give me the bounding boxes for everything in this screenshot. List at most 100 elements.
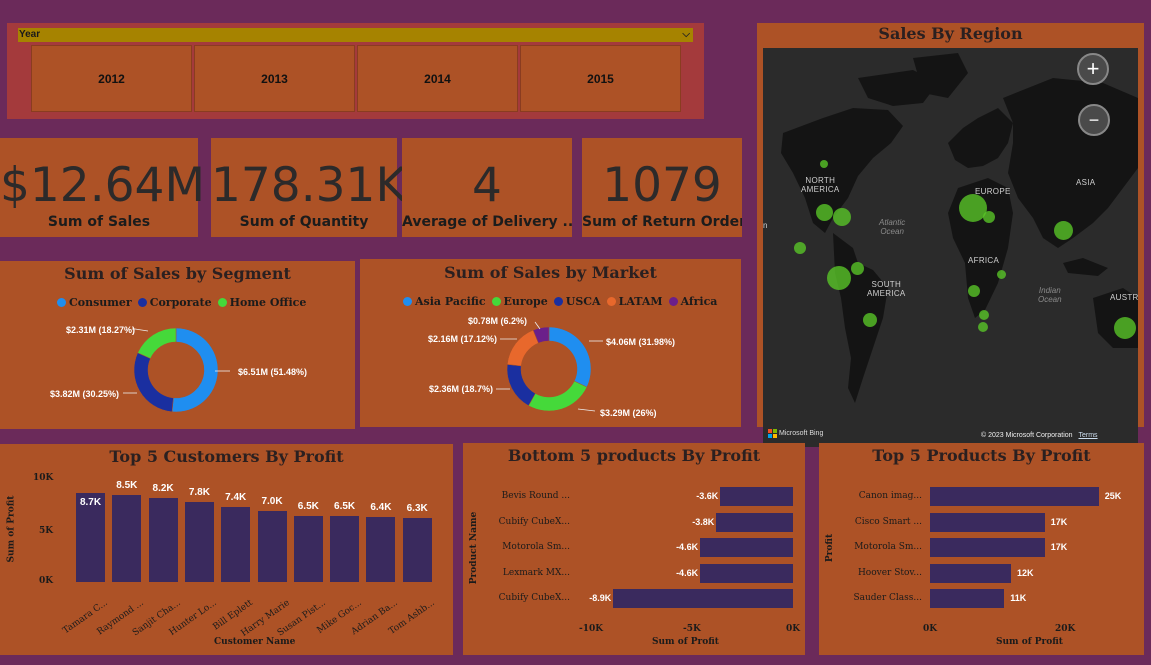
year-button-2013[interactable]: 2013	[194, 45, 355, 112]
market-slice[interactable]	[506, 364, 536, 407]
legend-item-latam[interactable]: LATAM	[606, 295, 663, 308]
segment-chart-title: Sum of Sales by Segment	[64, 264, 291, 283]
map-bubble[interactable]	[997, 270, 1006, 279]
year-slicer-header[interactable]: Year ⌵	[18, 28, 693, 42]
map-bubble[interactable]	[978, 322, 988, 332]
legend-dot	[606, 297, 616, 306]
customer-bar-label: 8.7K	[79, 497, 102, 509]
product-bar[interactable]	[930, 563, 1011, 583]
top-customers-chart-panel: Top 5 Customers By Profit 10K 5K 0K Sum …	[0, 444, 453, 655]
segment-slice[interactable]	[171, 327, 219, 413]
customer-bar[interactable]	[293, 515, 323, 582]
product-bar-label: 25K	[1104, 491, 1122, 501]
map-bubble[interactable]	[1054, 221, 1073, 240]
customer-bar[interactable]	[330, 515, 360, 582]
product-bar[interactable]	[930, 512, 1045, 532]
product-bar[interactable]	[613, 589, 793, 608]
segment-slice[interactable]	[137, 327, 177, 359]
year-button-2015[interactable]: 2015	[520, 45, 681, 112]
customer-bar[interactable]	[402, 517, 432, 582]
product-bar[interactable]	[700, 563, 793, 583]
segment-slice[interactable]	[133, 352, 174, 413]
customer-bar-label: 7.0K	[261, 495, 283, 507]
customer-bar[interactable]	[184, 502, 214, 582]
legend-item-home-office[interactable]: Home Office	[217, 296, 306, 309]
customer-bar-label: 7.4K	[225, 491, 247, 503]
year-button-2012[interactable]: 2012	[31, 45, 192, 112]
customer-bar[interactable]	[112, 495, 142, 582]
product-bar[interactable]	[930, 487, 1099, 506]
map-bubble[interactable]	[820, 160, 828, 168]
legend-item-usca[interactable]: USCA	[553, 295, 601, 308]
customer-bar[interactable]	[76, 493, 105, 582]
legend-item-europe[interactable]: Europe	[491, 295, 548, 308]
kpi-value: 178.31K	[211, 158, 407, 213]
map-bubble[interactable]	[1114, 317, 1136, 339]
map-bubble[interactable]	[851, 262, 864, 275]
market-slice[interactable]	[532, 326, 550, 344]
world-map-landmass	[781, 53, 1138, 403]
legend-label: Europe	[503, 295, 548, 308]
x-tick: -10K	[579, 624, 604, 634]
market-slice[interactable]	[528, 380, 588, 412]
segment-donut-chart[interactable]	[0, 261, 355, 429]
year-slicer: Year ⌵ 2012 2013 2014 2015	[7, 23, 704, 119]
legend-dot	[403, 297, 412, 306]
leader-line	[534, 321, 541, 330]
map-bubble[interactable]	[816, 204, 833, 221]
x-tick: 0K	[923, 624, 938, 634]
market-donut-chart[interactable]	[360, 259, 741, 427]
zoom-out-icon[interactable]: −	[1078, 104, 1110, 136]
market-legend: Asia Pacific Europe USCA LATAM Africa	[403, 295, 717, 308]
customer-bar[interactable]	[366, 516, 396, 582]
product-bar[interactable]	[930, 589, 1005, 608]
product-bar[interactable]	[700, 538, 793, 557]
attribution-text: © 2023 Microsoft Corporation	[981, 432, 1073, 439]
map-bubble[interactable]	[983, 211, 995, 223]
kpi-card-returns: 1079 Sum of Return Orders	[582, 138, 742, 237]
year-slicer-title: Year	[19, 29, 41, 40]
kpi-label: Sum of Return Orders	[582, 214, 742, 230]
leader-line	[577, 408, 596, 412]
legend-item-asia-pacific[interactable]: Asia Pacific	[403, 295, 486, 308]
customer-bar[interactable]	[221, 506, 251, 582]
product-bar[interactable]	[720, 487, 793, 506]
product-bar[interactable]	[930, 538, 1045, 557]
legend-item-africa[interactable]: Africa	[668, 295, 717, 308]
chevron-down-icon[interactable]: ⌵	[682, 29, 690, 40]
customer-bar[interactable]	[257, 510, 287, 582]
world-map[interactable]: NORTH AMERICA EUROPE ASIA AFRICA SOUTH A…	[763, 48, 1138, 447]
map-bubble[interactable]	[959, 194, 987, 222]
y-tick: 10K	[33, 473, 54, 483]
map-bubble[interactable]	[794, 242, 806, 254]
product-bar-label: -3.6K	[696, 491, 719, 501]
map-bubble[interactable]	[979, 310, 989, 320]
map-bubble[interactable]	[827, 266, 851, 290]
zoom-in-icon[interactable]: +	[1077, 53, 1109, 85]
market-slice[interactable]	[506, 329, 539, 367]
product-name-label: Lexmark MX...	[502, 567, 570, 578]
x-tick: 0K	[786, 624, 801, 634]
market-slice[interactable]	[548, 326, 592, 388]
legend-dot	[668, 297, 678, 306]
map-bubble[interactable]	[863, 313, 877, 327]
map-bubble[interactable]	[833, 208, 851, 226]
microsoft-logo-icon	[768, 429, 777, 438]
product-bar[interactable]	[716, 512, 793, 532]
map-label-europe: EUROPE	[975, 187, 1011, 196]
terms-link[interactable]: Terms	[1078, 432, 1098, 439]
legend-item-consumer[interactable]: Consumer	[57, 296, 132, 309]
kpi-label: Average of Delivery ...	[402, 214, 572, 230]
bottom-products-chart-panel: Bottom 5 products By Profit Product Name…	[463, 443, 805, 655]
y-axis-title: Sum of Profit	[6, 495, 17, 563]
kpi-card-sales: $12.64M Sum of Sales	[0, 138, 205, 237]
bottom-products-title: Bottom 5 products By Profit	[507, 446, 761, 465]
product-name-label: Bevis Round ...	[501, 491, 570, 501]
map-bubble[interactable]	[968, 285, 980, 297]
segment-chart-panel: Sum of Sales by Segment Consumer Corpora…	[0, 261, 355, 429]
legend-item-corporate[interactable]: Corporate	[137, 296, 212, 309]
legend-label: Asia Pacific	[415, 295, 486, 308]
customer-bar[interactable]	[148, 498, 178, 582]
map-label-africa: AFRICA	[968, 256, 1000, 265]
year-button-2014[interactable]: 2014	[357, 45, 518, 112]
